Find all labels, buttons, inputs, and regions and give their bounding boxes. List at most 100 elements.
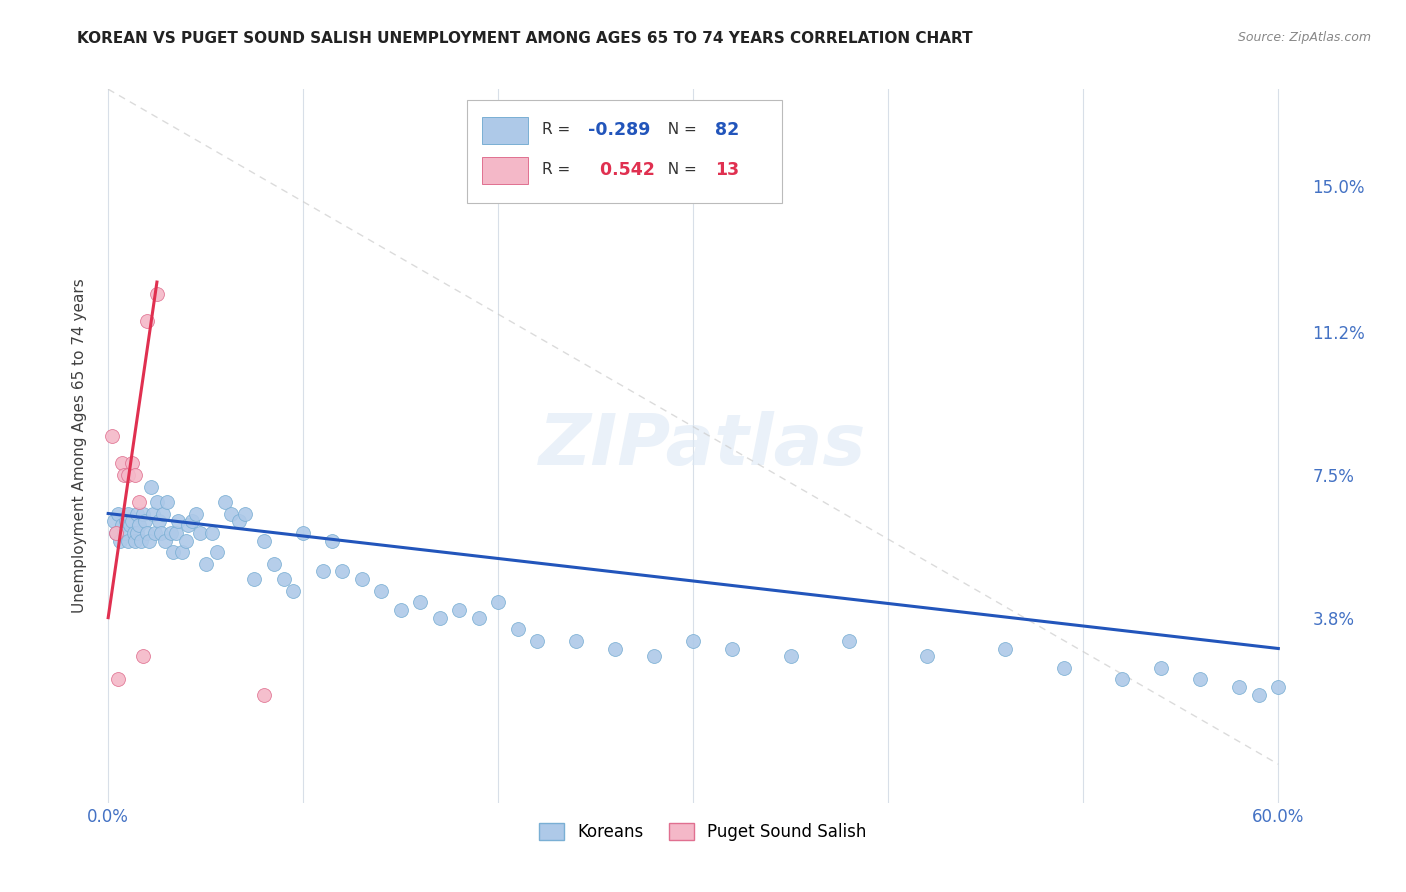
Text: 82: 82 [716,121,740,139]
Text: N =: N = [658,122,702,137]
Point [917,649,939,664]
Point [253,688,276,702]
Point [136,313,159,327]
Point [506,622,529,636]
Point [112,525,135,540]
Point [118,518,141,533]
Point [243,572,266,586]
Point [153,533,176,548]
Text: R =: R = [543,122,575,137]
Point [112,467,135,482]
Point [152,507,174,521]
Point [165,525,187,540]
Point [142,507,165,521]
Point [121,456,143,470]
Point [1189,673,1212,687]
Point [117,507,139,521]
Point [184,507,207,521]
Point [1267,680,1289,694]
Point [330,565,353,579]
Point [107,507,129,521]
Point [1150,661,1173,675]
Point [219,507,242,521]
Text: Source: ZipAtlas.com: Source: ZipAtlas.com [1237,31,1371,45]
Point [162,545,184,559]
Point [117,467,139,482]
Point [194,557,217,571]
Point [177,518,200,533]
FancyBboxPatch shape [482,117,527,145]
Y-axis label: Unemployment Among Ages 65 to 74 years: Unemployment Among Ages 65 to 74 years [72,278,87,614]
Point [1053,661,1076,675]
Point [233,507,256,521]
Point [128,518,150,533]
Point [174,533,197,548]
Point [117,533,139,548]
Point [214,495,236,509]
Legend: Koreans, Puget Sound Salish: Koreans, Puget Sound Salish [533,816,873,848]
Point [429,610,451,624]
Point [449,603,471,617]
Point [838,633,860,648]
Point [121,514,143,528]
Point [1111,673,1133,687]
Point [643,649,665,664]
Point [994,641,1017,656]
Point [101,429,124,443]
Point [149,525,172,540]
Point [148,514,170,528]
Point [486,595,509,609]
Point [167,514,190,528]
Text: R =: R = [543,162,575,178]
Text: -0.289: -0.289 [588,121,651,139]
Point [108,533,131,548]
Point [207,545,229,559]
FancyBboxPatch shape [482,157,527,184]
Point [526,633,548,648]
Point [200,525,222,540]
Point [188,525,211,540]
Point [263,557,285,571]
Point [283,583,305,598]
Point [228,514,250,528]
Point [132,507,155,521]
Point [565,633,588,648]
Point [146,495,169,509]
Point [1227,680,1250,694]
Point [131,533,153,548]
Point [172,545,194,559]
Point [253,533,276,548]
Point [273,572,295,586]
Point [321,533,343,548]
Text: 13: 13 [716,161,740,178]
Point [146,286,169,301]
Point [370,583,392,598]
FancyBboxPatch shape [467,100,782,203]
Point [136,525,159,540]
Point [312,565,335,579]
Point [104,525,127,540]
Point [124,533,146,548]
Point [104,525,127,540]
Point [682,633,704,648]
Point [107,673,129,687]
Point [721,641,744,656]
Point [389,603,412,617]
Point [111,456,134,470]
Point [159,525,181,540]
Point [779,649,801,664]
Point [132,649,155,664]
Text: N =: N = [658,162,702,178]
Point [1247,688,1270,702]
Text: KOREAN VS PUGET SOUND SALISH UNEMPLOYMENT AMONG AGES 65 TO 74 YEARS CORRELATION : KOREAN VS PUGET SOUND SALISH UNEMPLOYMEN… [77,31,973,46]
Point [409,595,432,609]
Point [127,507,149,521]
Text: ZIPatlas: ZIPatlas [540,411,866,481]
Point [122,525,145,540]
Point [114,514,136,528]
Text: 0.542: 0.542 [588,161,655,178]
Point [181,514,204,528]
Point [143,525,166,540]
Point [134,514,156,528]
Point [350,572,373,586]
